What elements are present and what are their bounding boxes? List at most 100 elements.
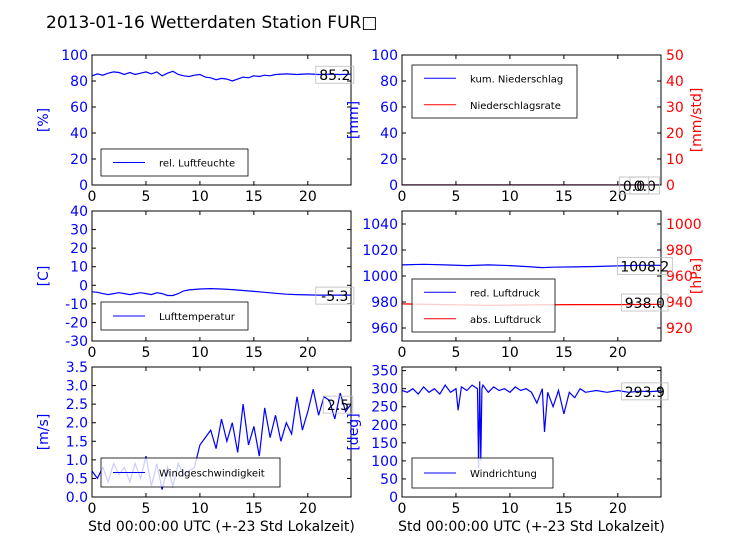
series-line-red-luftdruck — [402, 263, 661, 269]
value-annotation: 85.2 — [319, 68, 350, 84]
y-tick-label: -30 — [65, 334, 88, 350]
y-tick-label: 100 — [371, 48, 398, 64]
value-annotation-box — [621, 293, 669, 312]
x-tick-label: 10 — [501, 189, 519, 205]
series-line-rel-luftfeuchte — [92, 70, 351, 82]
legend-label: kum. Niederschlag — [470, 74, 563, 85]
y2-tick-label: 0 — [666, 178, 675, 194]
x-tick-label: 20 — [609, 345, 627, 361]
axes-frame — [401, 54, 662, 186]
series-line-lufttemperatur — [92, 287, 351, 297]
legend-label: Windrichtung — [470, 469, 537, 480]
y-tick-label: 1.5 — [66, 434, 88, 450]
panel-pressure: 0 5 10 15 2096098010001020104092094096098010… — [362, 210, 705, 361]
y-tick-label: 20 — [380, 152, 398, 168]
y-tick-label: -20 — [65, 315, 88, 331]
y-tick-label: 20 — [70, 241, 88, 257]
y-tick-label: 60 — [380, 100, 398, 116]
y-tick-label: 0 — [79, 278, 88, 294]
value-annotation-box — [322, 395, 354, 414]
legend-box — [411, 64, 578, 119]
y-tick-label: 200 — [371, 418, 398, 434]
x-tick-label: 0 — [398, 345, 407, 361]
legend-label: Lufttemperatur — [159, 312, 236, 323]
y2-tick-label: 980 — [666, 243, 693, 259]
axes-frame — [91, 366, 352, 498]
x-tick-label: 5 — [451, 345, 460, 361]
y-axis-label: [mm] — [346, 101, 362, 139]
y2-tick-label: 30 — [666, 100, 684, 116]
value-annotation: 1008.2 — [620, 259, 669, 275]
y2-tick-label: 940 — [666, 295, 693, 311]
value-annotation: -5.3 — [321, 289, 348, 305]
x-tick-label: 20 — [299, 345, 317, 361]
x-tick-label: 5 — [141, 345, 150, 361]
value-annotation: 2.5 — [327, 398, 349, 414]
y-axis-label: [%] — [36, 108, 52, 132]
value-annotation-box — [315, 286, 355, 305]
y-tick-label: -10 — [65, 297, 88, 313]
y-tick-label: 40 — [380, 126, 398, 142]
legend: red. Luftdruck abs. Luftdruck — [411, 278, 556, 333]
y-tick-label: 60 — [70, 100, 88, 116]
legend: Lufttemperatur — [100, 301, 249, 331]
x-tick-label: 15 — [245, 345, 263, 361]
y-tick-label: 0.0 — [66, 490, 88, 506]
x-tick-label: 20 — [609, 189, 627, 205]
figure-title: 2013-01-16 Wetterdaten Station FUR□ — [46, 13, 377, 33]
y-axis-label: [C] — [36, 266, 52, 287]
series-group — [92, 287, 351, 297]
y2-tick-label: 20 — [666, 126, 684, 142]
y-tick-label: 100 — [371, 454, 398, 470]
y-tick-label: 250 — [371, 400, 398, 416]
panel-precipitation: 0 5 10 15 20 0 20 40 60 80 100 0 10 20 30 40 50 [mm] [mm/s… — [346, 48, 705, 205]
x-tick-label: 15 — [245, 501, 263, 517]
y2-tick-label: 10 — [666, 152, 684, 168]
x-tick-label: 5 — [451, 501, 460, 517]
series-group — [92, 70, 351, 82]
panel-temperature: 0 5 10 15 20 -30 -20 -10 0 10 20 30 40 [C] Lufttempera… — [36, 204, 355, 361]
x-tick-label: 20 — [299, 501, 317, 517]
legend: rel. Luftfeuchte — [100, 148, 249, 177]
x-tick-label: 0 — [88, 501, 97, 517]
x-tick-label: 10 — [191, 345, 209, 361]
legend-box — [411, 278, 556, 333]
panel-wind_speed: 0 5 10 15 20 0.0 0.5 1.0 1.5 2.0 2.5 3.0 3.5 [m/s] Std… — [36, 360, 355, 535]
y-axis-label: [deg] — [346, 413, 362, 450]
y-tick-label: 0 — [389, 178, 398, 194]
axes-frame — [91, 210, 352, 342]
y2-axis-label: [hPa] — [689, 258, 705, 294]
value-annotation-box — [621, 382, 669, 401]
y-tick-label: 40 — [70, 126, 88, 142]
y-tick-label: 0 — [79, 178, 88, 194]
y2-tick-label: 40 — [666, 74, 684, 90]
y2-axis-label: [mm/std] — [689, 88, 705, 153]
x-tick-label: 5 — [141, 189, 150, 205]
x-tick-label: 10 — [501, 501, 519, 517]
legend-label: abs. Luftdruck — [470, 315, 541, 326]
value-annotation: 0.0 — [623, 179, 645, 195]
x-tick-label: 15 — [555, 345, 573, 361]
legend-label: Windgeschwindigkeit — [159, 469, 265, 480]
y-tick-label: 350 — [371, 364, 398, 380]
y-tick-label: 3.0 — [66, 379, 88, 395]
y-tick-label: 100 — [61, 48, 88, 64]
series-group — [402, 381, 661, 469]
legend: Windgeschwindigkeit — [100, 457, 281, 488]
y-tick-label: 980 — [371, 295, 398, 311]
y-tick-label: 1.0 — [66, 453, 88, 469]
value-annotation: 0.0 — [634, 179, 656, 195]
value-annotation: 938.0 — [625, 296, 665, 312]
x-axis-label: Std 00:00:00 UTC (+-23 Std Lokalzeit) — [398, 519, 665, 535]
x-tick-label: 20 — [299, 189, 317, 205]
x-tick-label: 0 — [398, 501, 407, 517]
y-tick-label: 0 — [389, 490, 398, 506]
x-tick-label: 20 — [609, 501, 627, 517]
x-tick-label: 15 — [555, 501, 573, 517]
x-tick-label: 15 — [245, 189, 263, 205]
y-tick-label: 150 — [371, 436, 398, 452]
y2-tick-label: 920 — [666, 321, 693, 337]
x-tick-label: 0 — [88, 189, 97, 205]
panel-humidity: 0 5 10 15 20 0 20 40 60 80 100 [%] rel. Luftfeuchte 8… — [36, 48, 355, 205]
